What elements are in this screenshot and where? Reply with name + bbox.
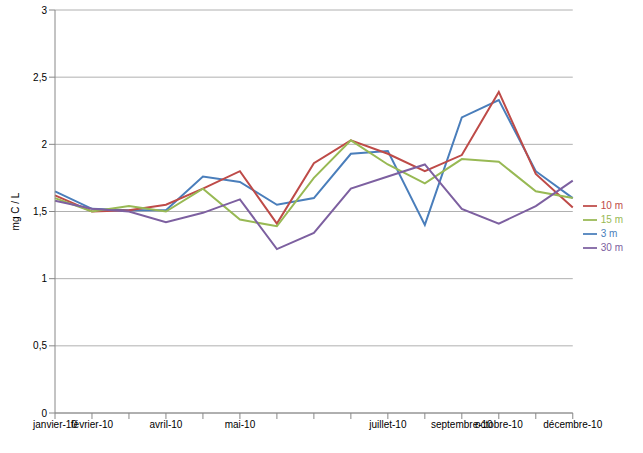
- html-text:10 m: 10 m: [600, 199, 623, 211]
- svg-text:septembre-10: septembre-10: [431, 419, 493, 431]
- svg-text:décembre-10: décembre-10: [543, 419, 602, 430]
- svg-text:0,5: 0,5: [33, 340, 47, 351]
- svg-text:2: 2: [41, 139, 47, 150]
- svg-text:avril-10: avril-10: [150, 419, 183, 430]
- svg-text:2,5: 2,5: [33, 72, 47, 83]
- svg-text:3: 3: [41, 5, 47, 16]
- svg-text:juillet-10: juillet-10: [368, 419, 407, 430]
- svg-text:octobre-10: octobre-10: [475, 419, 523, 430]
- svg-text:0: 0: [41, 408, 47, 419]
- svg-text:février-10: février-10: [71, 419, 114, 430]
- svg-text:1,5: 1,5: [33, 206, 47, 217]
- html-text:30 m: 30 m: [600, 241, 623, 253]
- svg-text:1: 1: [41, 273, 47, 284]
- svg-text:mai-10: mai-10: [225, 419, 256, 430]
- svg-text:janvier-10: janvier-10: [33, 419, 77, 431]
- svg-text:mg C / L: mg C / L: [10, 192, 21, 230]
- html-text:3 m: 3 m: [600, 227, 618, 239]
- html-text:15 m: 15 m: [600, 213, 623, 225]
